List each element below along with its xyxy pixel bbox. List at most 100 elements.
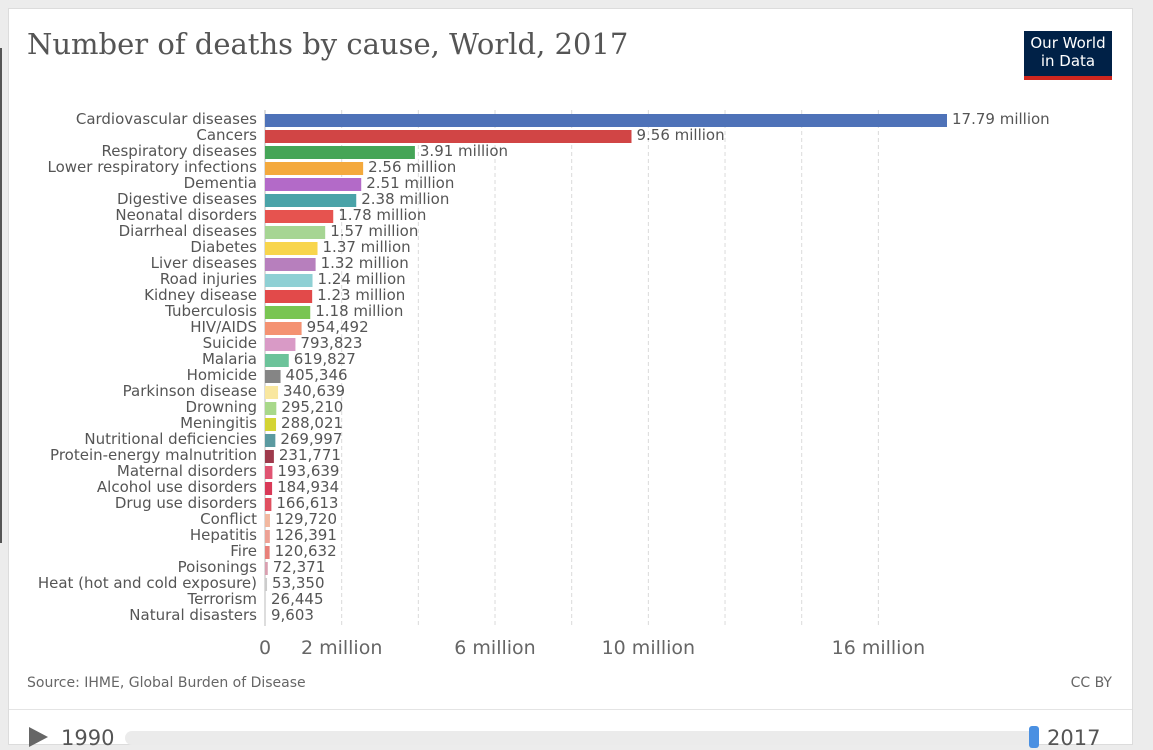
category-label: Cardiovascular diseases <box>76 110 257 128</box>
category-label: Nutritional deficiencies <box>84 430 257 448</box>
category-label: Maternal disorders <box>117 462 257 480</box>
x-tick-label: 6 million <box>454 637 535 659</box>
bar <box>265 530 270 543</box>
category-label: Homicide <box>187 366 257 384</box>
logo-line-1: Our World <box>1030 34 1106 52</box>
category-label: Drug use disorders <box>115 494 257 512</box>
value-label: 340,639 <box>283 382 345 400</box>
bar <box>265 274 313 287</box>
x-tick-label: 0 <box>259 637 271 659</box>
value-label: 295,210 <box>281 398 343 416</box>
bar <box>265 258 316 271</box>
category-label: Natural disasters <box>129 606 257 624</box>
timeline-start-year: 1990 <box>61 726 115 750</box>
category-label: Drowning <box>185 398 257 416</box>
category-label: Suicide <box>203 334 257 352</box>
our-world-in-data-logo[interactable]: Our World in Data <box>1024 31 1112 80</box>
value-label: 1.57 million <box>330 222 418 240</box>
category-label: Cancers <box>196 126 257 144</box>
bar <box>265 306 311 319</box>
bar <box>265 466 273 479</box>
value-label: 129,720 <box>275 510 337 528</box>
chart-card: Number of deaths by cause, World, 2017 O… <box>8 8 1133 750</box>
category-label: Hepatitis <box>190 526 257 544</box>
value-label: 17.79 million <box>952 110 1050 128</box>
category-label: Tuberculosis <box>164 302 257 320</box>
value-label: 1.78 million <box>338 206 426 224</box>
bar <box>265 210 334 223</box>
bar-chart: Cardiovascular diseases 17.79 million Canc… <box>38 110 1050 659</box>
x-tick-label: 2 million <box>301 637 382 659</box>
bar <box>265 242 318 255</box>
bar <box>265 178 362 191</box>
value-label: 269,997 <box>280 430 342 448</box>
category-label: Alcohol use disorders <box>97 478 257 496</box>
value-label: 3.91 million <box>420 142 508 160</box>
category-label: Malaria <box>202 350 257 368</box>
timeline: 1990 2017 <box>9 719 1132 750</box>
bar <box>265 338 296 351</box>
category-label: Road injuries <box>160 270 257 288</box>
category-label: Dementia <box>184 174 257 192</box>
bar <box>265 146 415 159</box>
bar <box>265 114 947 127</box>
value-label: 26,445 <box>271 590 324 608</box>
value-label: 2.38 million <box>361 190 449 208</box>
bar <box>265 546 270 559</box>
bar <box>265 578 268 591</box>
value-label: 2.51 million <box>366 174 454 192</box>
category-label: Conflict <box>200 510 257 528</box>
category-label: HIV/AIDS <box>190 318 257 336</box>
value-label: 1.23 million <box>317 286 405 304</box>
bar <box>265 434 276 447</box>
category-label: Terrorism <box>186 590 257 608</box>
category-label: Meningitis <box>180 414 257 432</box>
value-label: 120,632 <box>275 542 337 560</box>
footer-divider <box>9 709 1132 710</box>
value-label: 9,603 <box>271 606 314 624</box>
category-label: Liver diseases <box>151 254 258 272</box>
category-label: Heat (hot and cold exposure) <box>38 574 257 592</box>
value-label: 53,350 <box>272 574 325 592</box>
value-label: 231,771 <box>279 446 341 464</box>
chart-title: Number of deaths by cause, World, 2017 <box>27 27 629 61</box>
value-label: 1.32 million <box>321 254 409 272</box>
play-icon[interactable] <box>29 727 48 747</box>
bar <box>265 402 277 415</box>
logo-line-2: in Data <box>1040 52 1096 70</box>
value-label: 793,823 <box>300 334 362 352</box>
category-label: Diarrheal diseases <box>119 222 258 240</box>
source-note[interactable]: Source: IHME, Global Burden of Disease <box>27 675 306 691</box>
x-tick-label: 16 million <box>832 637 926 659</box>
value-label: 1.18 million <box>315 302 403 320</box>
category-label: Kidney disease <box>144 286 257 304</box>
bar <box>265 354 289 367</box>
window-edge <box>0 48 2 543</box>
category-label: Protein-energy malnutrition <box>50 446 257 464</box>
timeline-handle[interactable] <box>1029 726 1039 748</box>
category-label: Diabetes <box>190 238 257 256</box>
bar <box>265 290 313 303</box>
bar <box>265 418 277 431</box>
timeline-track[interactable] <box>125 731 1037 745</box>
license-link[interactable]: CC BY <box>1070 675 1112 691</box>
bar <box>265 194 357 207</box>
value-label: 9.56 million <box>636 126 724 144</box>
bar <box>265 610 266 623</box>
value-label: 126,391 <box>275 526 337 544</box>
category-label: Neonatal disorders <box>115 206 257 224</box>
category-label: Parkinson disease <box>123 382 257 400</box>
value-label: 1.37 million <box>323 238 411 256</box>
bar <box>265 370 281 383</box>
category-label: Digestive diseases <box>117 190 257 208</box>
bar <box>265 482 273 495</box>
bar <box>265 514 270 527</box>
bar <box>265 594 267 607</box>
bar <box>265 450 274 463</box>
value-label: 166,613 <box>276 494 338 512</box>
bar <box>265 226 326 239</box>
bar <box>265 562 268 575</box>
bar <box>265 322 302 335</box>
bar <box>265 162 364 175</box>
value-label: 72,371 <box>273 558 326 576</box>
